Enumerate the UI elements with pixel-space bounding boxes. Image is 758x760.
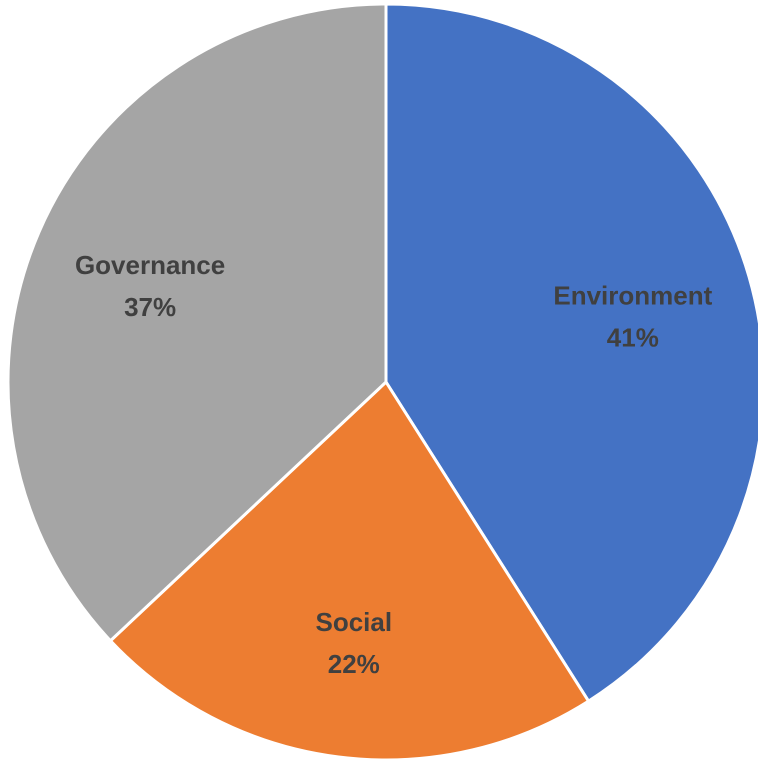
slice-label-governance: Governance 37% bbox=[75, 250, 225, 322]
slice-category-governance: Governance bbox=[75, 250, 225, 280]
slice-category-environment: Environment bbox=[553, 280, 712, 310]
pie-slices bbox=[6, 2, 758, 760]
slice-percent-governance: 37% bbox=[124, 292, 176, 322]
pie-slice-governance bbox=[6, 2, 388, 643]
pie-slice-social bbox=[108, 379, 591, 760]
slice-category-social: Social bbox=[315, 607, 392, 637]
slice-label-social: Social 22% bbox=[315, 607, 392, 679]
slice-label-environment: Environment 41% bbox=[553, 280, 712, 352]
slice-percent-social: 22% bbox=[328, 649, 380, 679]
pie-labels: Environment 41% Social 22% Governance 37% bbox=[75, 250, 713, 679]
slice-percent-environment: 41% bbox=[607, 322, 659, 352]
